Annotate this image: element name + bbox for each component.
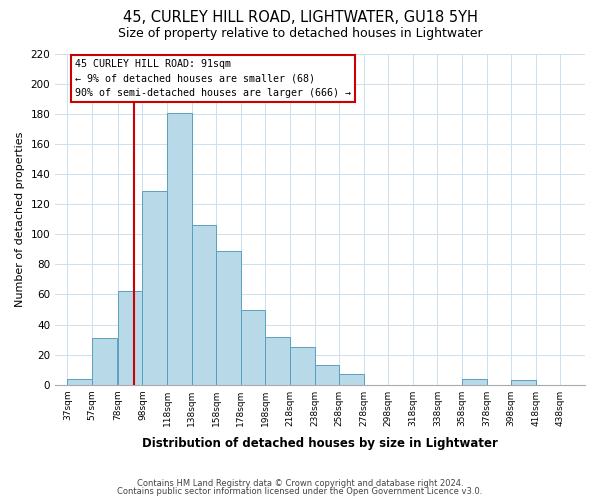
Bar	[265, 336, 290, 384]
Bar	[191, 226, 216, 384]
Bar	[142, 191, 167, 384]
Bar	[462, 378, 487, 384]
Text: Size of property relative to detached houses in Lightwater: Size of property relative to detached ho…	[118, 28, 482, 40]
Bar	[167, 112, 191, 384]
Bar	[118, 292, 142, 384]
Bar	[216, 251, 241, 384]
Text: 45, CURLEY HILL ROAD, LIGHTWATER, GU18 5YH: 45, CURLEY HILL ROAD, LIGHTWATER, GU18 5…	[122, 10, 478, 25]
Text: Contains public sector information licensed under the Open Government Licence v3: Contains public sector information licen…	[118, 487, 482, 496]
Text: Contains HM Land Registry data © Crown copyright and database right 2024.: Contains HM Land Registry data © Crown c…	[137, 478, 463, 488]
Bar	[339, 374, 364, 384]
Bar	[241, 310, 265, 384]
Bar	[290, 347, 314, 385]
Bar	[92, 338, 116, 384]
X-axis label: Distribution of detached houses by size in Lightwater: Distribution of detached houses by size …	[142, 437, 498, 450]
Bar	[511, 380, 536, 384]
Y-axis label: Number of detached properties: Number of detached properties	[15, 132, 25, 307]
Text: 45 CURLEY HILL ROAD: 91sqm
← 9% of detached houses are smaller (68)
90% of semi-: 45 CURLEY HILL ROAD: 91sqm ← 9% of detac…	[75, 58, 351, 98]
Bar	[67, 378, 92, 384]
Bar	[314, 365, 339, 384]
